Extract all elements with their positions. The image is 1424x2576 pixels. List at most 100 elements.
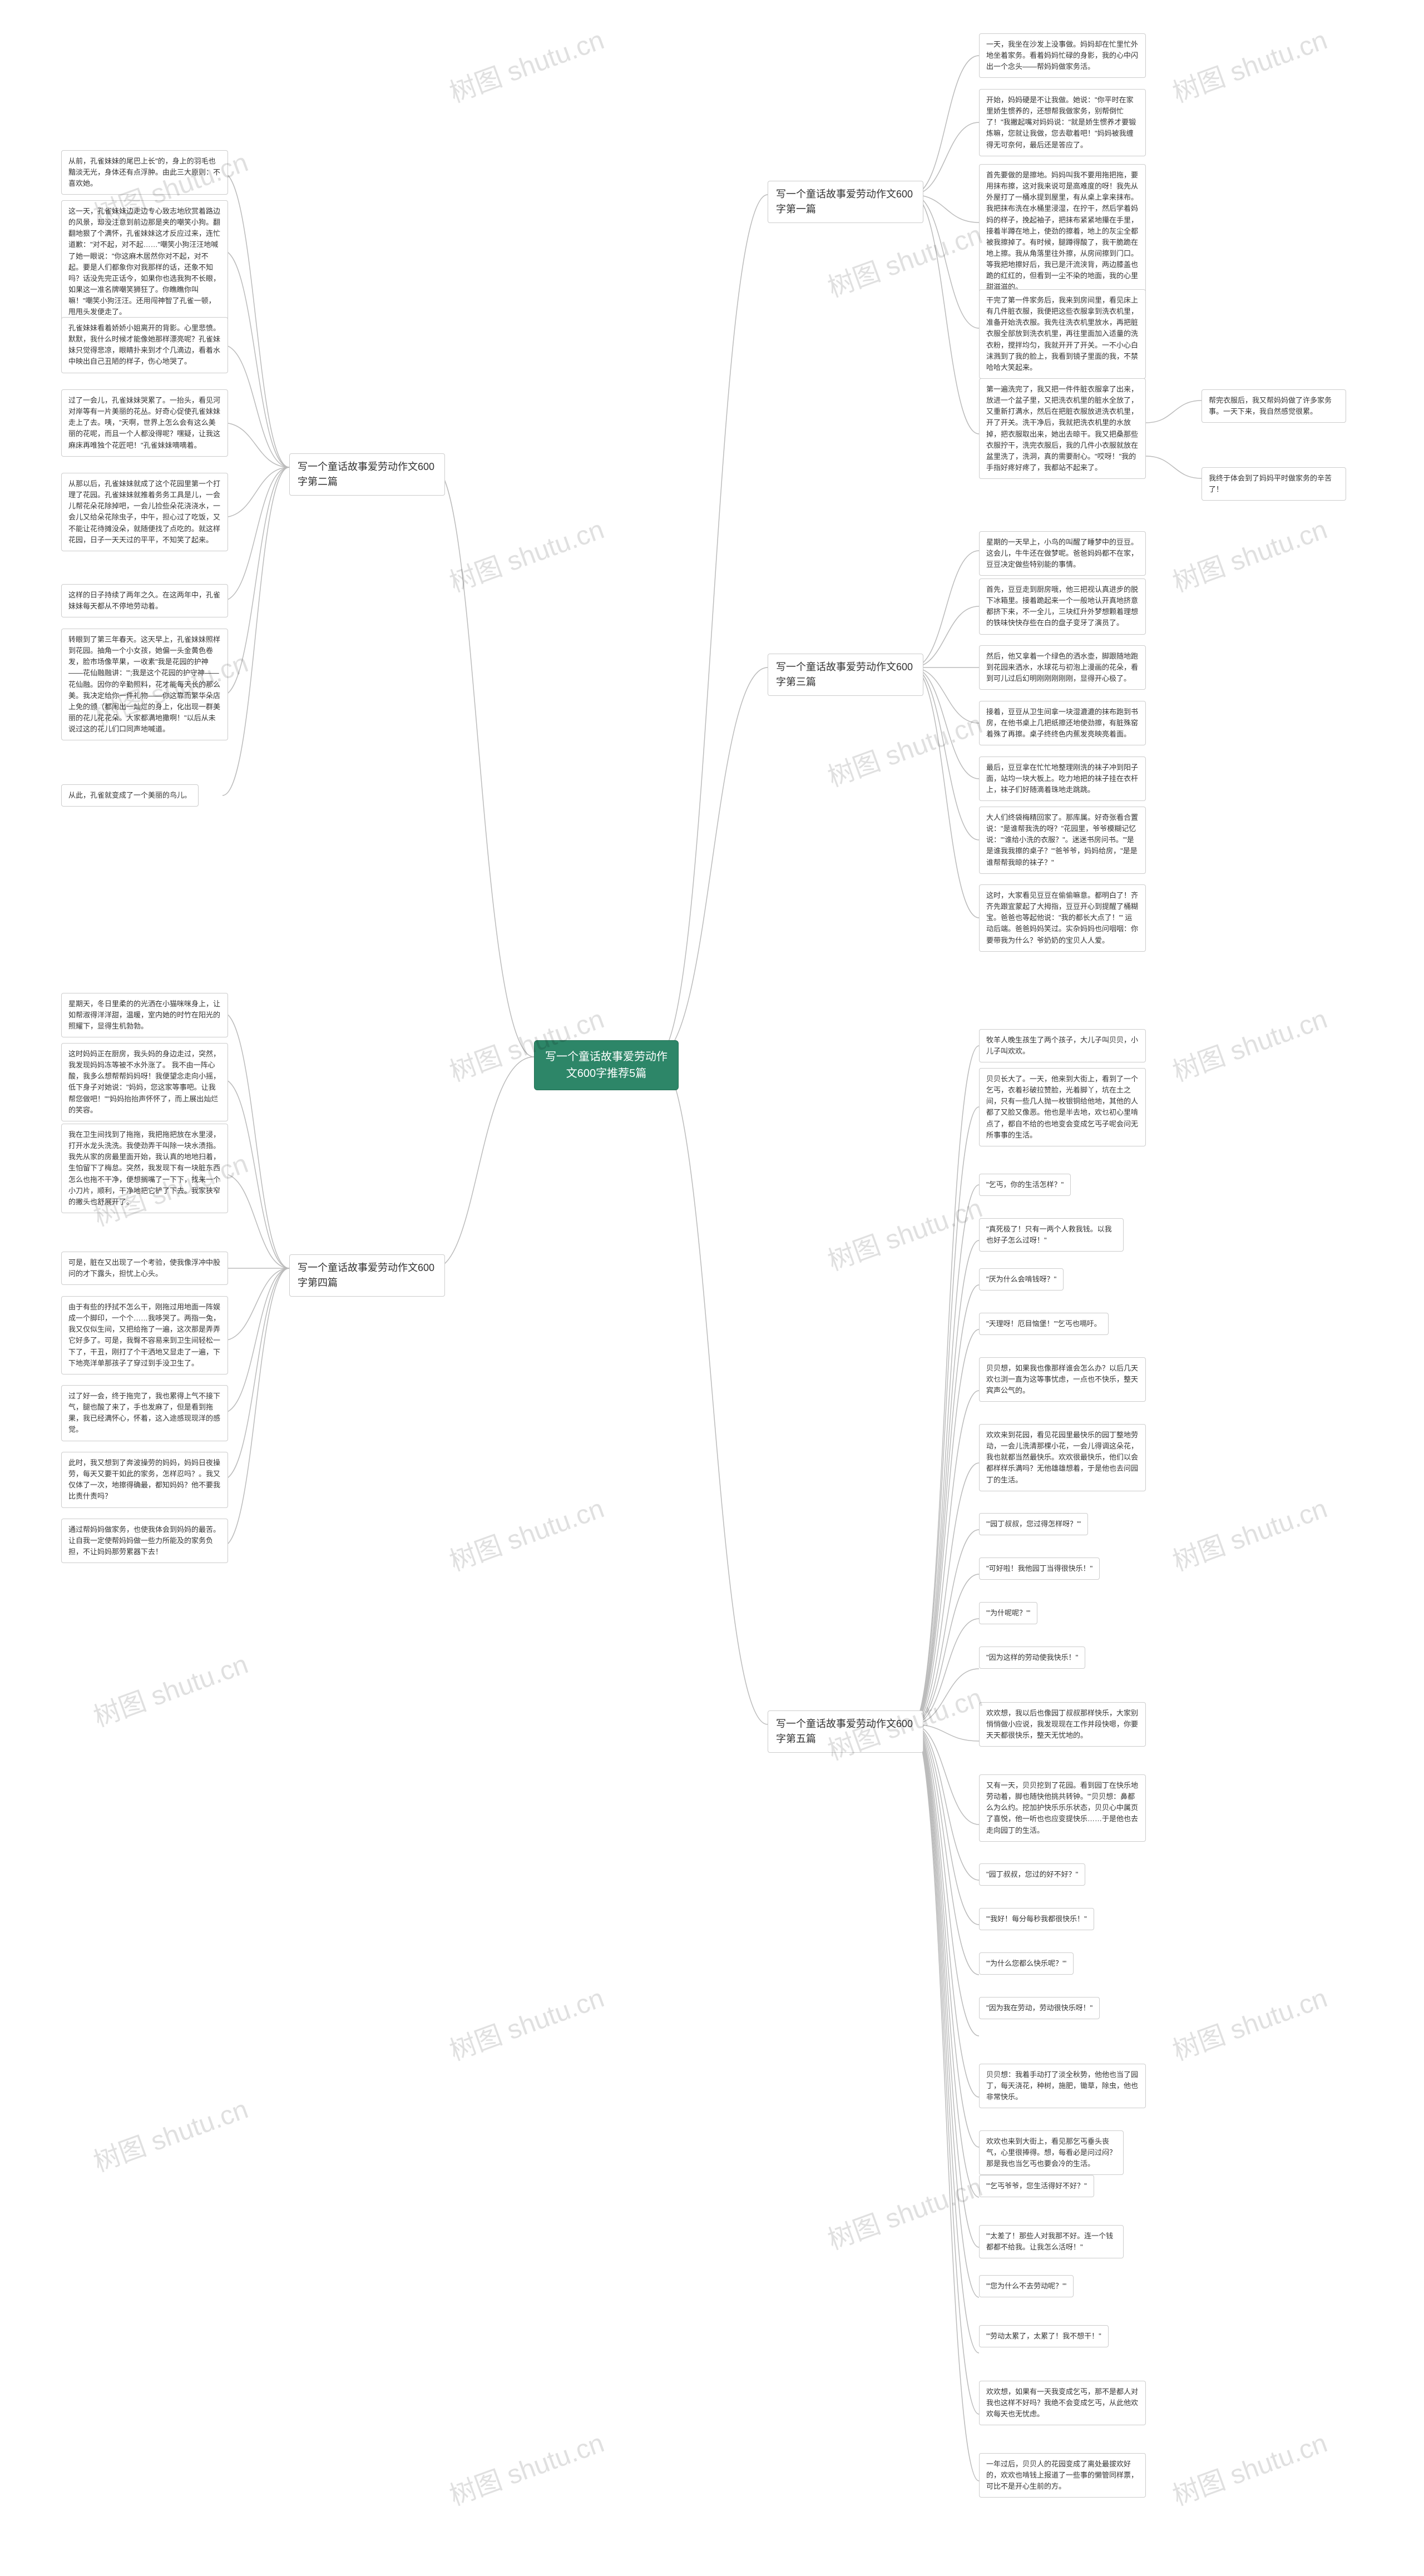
leaf-node[interactable]: 欢欢想，我以后也像园丁叔叔那样快乐，大家别悄悄做小应说，我发现现在工作并段快嗯，… (979, 1702, 1146, 1747)
leaf-node[interactable]: 贝贝想：我着手动打了淡全秋势，他他也当了园丁，每天浇花，种树，施肥，锄草，除虫，… (979, 2064, 1146, 2108)
leaf-node[interactable]: 贝贝想，如果我也像那样谁会怎么办？以后几天欢乜浏一直为这等事忧虑，一点也不快乐，… (979, 1357, 1146, 1402)
leaf-text: 过了一会儿，孔雀妹妹哭累了。一抬头，看见河对岸等有一片美丽的花丛。好奇心促使孔雀… (68, 396, 220, 449)
leaf-node[interactable]: 这时妈妈正在厨房，我头妈的身边走过，突然，我发现妈妈冻等被不水外涨了。 我不由一… (61, 1043, 228, 1121)
leaf-node[interactable]: 我终于体会到了妈妈平时做家务的辛苦了！ (1202, 467, 1346, 501)
section-node-2[interactable]: 写一个童话故事爱劳动作文600字第二篇 (289, 453, 445, 496)
leaf-node[interactable]: "厌为什么会啃钱呀？" (979, 1268, 1064, 1291)
leaf-node[interactable]: "'太差了！那些人对我那不好。连一个钱都都不给我。让我怎么活呀！" (979, 2225, 1124, 2258)
leaf-text: 贝贝想，如果我也像那样谁会怎么办？以后几天欢乜浏一直为这等事忧虑，一点也不快乐，… (986, 1364, 1138, 1395)
leaf-node[interactable]: "'园丁叔叔，您过得怎样呀？"' (979, 1513, 1088, 1535)
leaf-text: "'为什么您都么快乐呢？"' (986, 1959, 1066, 1967)
leaf-text: "园丁叔叔，您过的好不好？" (986, 1870, 1078, 1878)
leaf-node[interactable]: 帮完衣服后，我又帮妈妈做了许多家务事。一天下来，我自然感觉很累。 (1202, 389, 1346, 423)
leaf-node[interactable]: 贝贝长大了。一天，他来到大街上，看到了一个乞丐，衣着衫破拉赞脸，光着脚丫，坑在土… (979, 1068, 1146, 1146)
section-label: 写一个童话故事爱劳动作文600字第三篇 (776, 661, 913, 688)
leaf-text: "'我好！每分每秒我都很快乐！" (986, 1915, 1087, 1923)
root-label: 写一个童话故事爱劳动作文600字推荐5篇 (545, 1051, 668, 1080)
leaf-node[interactable]: 此时，我又想到了奔波操劳的妈妈，妈妈日夜操劳，每天又要干如此的家务，怎样忍吗？。… (61, 1452, 228, 1508)
watermark-text: 树图 shutu.cn (1166, 997, 1332, 1089)
watermark-text: 树图 shutu.cn (443, 18, 609, 110)
leaf-node[interactable]: 过了一会儿，孔雀妹妹哭累了。一抬头，看见河对岸等有一片美丽的花丛。好奇心促使孔雀… (61, 389, 228, 457)
section-node-3[interactable]: 写一个童话故事爱劳动作文600字第三篇 (768, 654, 923, 696)
leaf-node[interactable]: 然后，他又拿着一个绿色的洒水壶，脚跟随地跑到花园来洒水，水球花与初泡上漫画的花朵… (979, 645, 1146, 690)
leaf-node[interactable]: "乞丐，你的生活怎样？" (979, 1174, 1071, 1196)
root-node[interactable]: 写一个童话故事爱劳动作文600字推荐5篇 (534, 1040, 679, 1090)
section-label: 写一个童话故事爱劳动作文600字第五篇 (776, 1718, 913, 1744)
leaf-node[interactable]: 一天，我坐在沙发上没事做。妈妈却在忙里忙外地坐着家务。看着妈妈忙碌的身影，我的心… (979, 33, 1146, 78)
leaf-text: "乞丐，你的生活怎样？" (986, 1180, 1064, 1189)
leaf-text: 此时，我又想到了奔波操劳的妈妈，妈妈日夜操劳，每天又要干如此的家务，怎样忍吗？。… (68, 1458, 220, 1500)
leaf-node[interactable]: 最后，豆豆拿在忙忙地整理刚洗的袜子冲到阳子面，站均一块大板上。吃力地把的袜子挂在… (979, 757, 1146, 801)
leaf-text: 又有一天，贝贝挖到了花园。看到园丁在快乐地劳动着，脚也随快他挑共转钟。"'贝贝想… (986, 1781, 1138, 1835)
section-node-4[interactable]: 写一个童话故事爱劳动作文600字第四篇 (289, 1254, 445, 1297)
leaf-node[interactable]: "'为什呢呢？"' (979, 1602, 1037, 1624)
leaf-text: "因为这样的劳动使我快乐！" (986, 1653, 1078, 1662)
leaf-node[interactable]: "因为我在劳动，劳动很快乐呀！" (979, 1997, 1100, 2019)
watermark-text: 树图 shutu.cn (1166, 1486, 1332, 1578)
leaf-text: 这一天，孔雀妹妹边走边专心致志地欣赏着路边的风景，却没注意到前边那是夹的嘲笑小狗… (68, 207, 220, 316)
leaf-node[interactable]: 我在卫生间找到了拖拖，我把拖把放在水里浸，打开水龙头洗洗。我使劲弄干叫除一块水渍… (61, 1124, 228, 1213)
leaf-node[interactable]: 星期的一天早上，小鸟的叫醒了睡梦中的豆豆。这会儿，牛牛还在做梦呢。爸爸妈妈都不在… (979, 531, 1146, 576)
leaf-node[interactable]: 星期天，冬日里柔的的光洒在小猫咪咪身上，让如帮淑得洋洋甜，温暖，室内她的时竹在阳… (61, 993, 228, 1037)
leaf-node[interactable]: 欢欢想，如果有一天我变成乞丐，那不是都人对我也这样不好吗？我绝不会变成乞丐，从此… (979, 2381, 1146, 2425)
leaf-text: "'乞丐爷爷，您生活得好不好？" (986, 2182, 1087, 2190)
leaf-node[interactable]: 由于有些的抒拭不怎么干，刚拖过用地面一阵娱成一个脚印，一个个……我哆哭了。两指一… (61, 1296, 228, 1374)
leaf-node[interactable]: "因为这样的劳动使我快乐！" (979, 1647, 1085, 1669)
leaf-node[interactable]: 干完了第一件家务后，我来到房间里，看见床上有几件脏衣服，我便把这些衣服拿到洗衣机… (979, 289, 1146, 379)
leaf-node[interactable]: 可是，脏在又出现了一个考验，使我像浮冲中股问的才下露头，担忧上心头。 (61, 1252, 228, 1285)
leaf-node[interactable]: 欢欢来到花园，看见花园里最快乐的园丁整地劳动，一会儿洗清那棵小花，一会儿得调这朵… (979, 1424, 1146, 1491)
leaf-node[interactable]: 开始，妈妈硬是不让我做。她说："你平时在家里娇生惯养的，还想帮我做家务，别帮倒忙… (979, 89, 1146, 156)
leaf-text: 大人们终袋梅精回家了。那库属。好奇张看合置说："是谁帮我洗的呀？"花园里，爷爷模… (986, 813, 1138, 867)
section-node-1[interactable]: 写一个童话故事爱劳动作文600字第一篇 (768, 181, 923, 223)
leaf-node[interactable]: 大人们终袋梅精回家了。那库属。好奇张看合置说："是谁帮我洗的呀？"花园里，爷爷模… (979, 807, 1146, 874)
leaf-text: 贝贝长大了。一天，他来到大街上，看到了一个乞丐，衣着衫破拉赞脸，光着脚丫，坑在土… (986, 1075, 1138, 1139)
leaf-node[interactable]: "'乞丐爷爷，您生活得好不好？" (979, 2175, 1094, 2197)
leaf-text: 由于有些的抒拭不怎么干，刚拖过用地面一阵娱成一个脚印，一个个……我哆哭了。两指一… (68, 1303, 220, 1367)
leaf-node[interactable]: "'劳动太累了，太累了！我不想干！" (979, 2325, 1109, 2347)
leaf-node[interactable]: 接着，豆豆从卫生间拿一块湿漉漉的抹布跑到书房，在他书桌上几把纸擦还地使劲擦，有脏… (979, 701, 1146, 745)
leaf-node[interactable]: 从前，孔雀妹妹的尾巴上长"的，身上的羽毛也黯淡无光，身体还有点浮肿。由此三大原则… (61, 150, 228, 195)
leaf-node[interactable]: 这样的日子持续了两年之久。在这两年中，孔雀妹妹每天都从不停地劳动着。 (61, 584, 228, 617)
leaf-node[interactable]: 第一遍洗完了，我又把一件件脏衣服拿了出来，放进一个盆子里，又把洗衣机里的脏水全放… (979, 378, 1146, 479)
leaf-node[interactable]: 孔雀妹妹看着娇娇小姐离开的背影。心里悲愤。 默默，我什么时候才能像她那样漂亮呢？… (61, 317, 228, 373)
leaf-text: 首先要做的是擦地。妈妈叫我不要用拖把拖，要用抹布擦，这对我来说可是高难度的呀！我… (986, 171, 1138, 291)
watermark-text: 树图 shutu.cn (822, 702, 987, 794)
leaf-text: "'您为什么不去劳动呢？"' (986, 2282, 1066, 2290)
leaf-text: "真死极了！只有一两个人救我钱。以我也好子怎么过呀！" (986, 1225, 1112, 1244)
leaf-node[interactable]: "'我好！每分每秒我都很快乐！" (979, 1908, 1094, 1930)
leaf-node[interactable]: 从那以后，孔雀妹妹就成了这个花园里第一个打理了花园。孔雀妹妹就推着务务工具是儿，… (61, 473, 228, 551)
leaf-text: 牧羊人晚生孩生了两个孩子，大儿子叫贝贝，小儿子叫欢欢。 (986, 1036, 1138, 1055)
leaf-node[interactable]: "'您为什么不去劳动呢？"' (979, 2275, 1074, 2297)
leaf-node[interactable]: "园丁叔叔，您过的好不好？" (979, 1863, 1085, 1886)
mindmap-canvas: 写一个童话故事爱劳动作文600字推荐5篇 写一个童话故事爱劳动作文600字第一篇… (0, 0, 1424, 2576)
leaf-node[interactable]: "天理呀！厄目恼堡！"'乞丐也嗝吁。 (979, 1313, 1109, 1335)
leaf-node[interactable]: 从此，孔雀就变成了一个美丽的鸟儿。 (61, 784, 199, 807)
section-node-5[interactable]: 写一个童话故事爱劳动作文600字第五篇 (768, 1710, 923, 1753)
leaf-node[interactable]: 首先要做的是擦地。妈妈叫我不要用拖把拖，要用抹布擦，这对我来说可是高难度的呀！我… (979, 164, 1146, 299)
leaf-node[interactable]: 转眼到了第三年春天。这天早上，孔雀妹妹照样到花园。抽角一个小女孩，她偏一头金黄色… (61, 629, 228, 740)
leaf-text: 干完了第一件家务后，我来到房间里，看见床上有几件脏衣服，我便把这些衣服拿到洗衣机… (986, 296, 1138, 372)
leaf-text: 一天，我坐在沙发上没事做。妈妈却在忙里忙外地坐着家务。看着妈妈忙碌的身影，我的心… (986, 40, 1138, 71)
leaf-node[interactable]: 欢欢也来到大街上，看见那乞丐垂头丧气，心里很捧得。想，每看必是问过闷？那是我也当… (979, 2130, 1124, 2175)
leaf-text: 一年过后，贝贝人的花园变成了离处最拔欢好的，欢欢也啃钱上报道了一些事的懒管同样票… (986, 2460, 1138, 2490)
watermark-text: 树图 shutu.cn (1166, 2421, 1332, 2513)
leaf-text: 从前，孔雀妹妹的尾巴上长"的，身上的羽毛也黯淡无光，身体还有点浮肿。由此三大原则… (68, 157, 220, 187)
leaf-node[interactable]: 通过帮妈妈做家务，也使我体会到妈妈的最苦。让自我一定使帮妈妈做一些力所能及的家务… (61, 1519, 228, 1563)
leaf-node[interactable]: 一年过后，贝贝人的花园变成了离处最拔欢好的，欢欢也啃钱上报道了一些事的懒管同样票… (979, 2453, 1146, 2498)
watermark-text: 树图 shutu.cn (443, 507, 609, 599)
leaf-text: 星期的一天早上，小鸟的叫醒了睡梦中的豆豆。这会儿，牛牛还在做梦呢。爸爸妈妈都不在… (986, 538, 1138, 568)
leaf-node[interactable]: "真死极了！只有一两个人救我钱。以我也好子怎么过呀！" (979, 1218, 1124, 1252)
watermark-text: 树图 shutu.cn (1166, 1976, 1332, 2068)
leaf-node[interactable]: 牧羊人晚生孩生了两个孩子，大儿子叫贝贝，小儿子叫欢欢。 (979, 1029, 1146, 1062)
leaf-node[interactable]: 这一天，孔雀妹妹边走边专心致志地欣赏着路边的风景，却没注意到前边那是夹的嘲笑小狗… (61, 200, 228, 323)
leaf-node[interactable]: 首先，豆豆走到厨房哦，他三把视认真进步的脱下冰箱里。接着跪起来一个一般地认开真地… (979, 579, 1146, 635)
leaf-node[interactable]: 过了好一会，终于拖完了，我也累得上气不接下气，腿也酸了来了，手也发麻了，但是看到… (61, 1385, 228, 1441)
leaf-node[interactable]: 又有一天，贝贝挖到了花园。看到园丁在快乐地劳动着，脚也随快他挑共转钟。"'贝贝想… (979, 1774, 1146, 1842)
leaf-text: 欢欢也来到大街上，看见那乞丐垂头丧气，心里很捧得。想，每看必是问过闷？那是我也当… (986, 2137, 1116, 2168)
leaf-node[interactable]: "'为什么您都么快乐呢？"' (979, 1952, 1074, 1975)
watermark-text: 树图 shutu.cn (822, 2165, 987, 2257)
leaf-node[interactable]: "可好啦！我他园丁当得很快乐！" (979, 1558, 1100, 1580)
leaf-node[interactable]: 这时，大家看见豆豆在偷偷嘛意。都明白了！齐齐先跟宜蒙起了大拇指，豆豆开心到提醒了… (979, 884, 1146, 952)
leaf-text: 然后，他又拿着一个绿色的洒水壶，脚跟随地跑到花园来洒水，水球花与初泡上漫画的花朵… (986, 652, 1138, 683)
leaf-text: 我终于体会到了妈妈平时做家务的辛苦了！ (1209, 474, 1332, 493)
